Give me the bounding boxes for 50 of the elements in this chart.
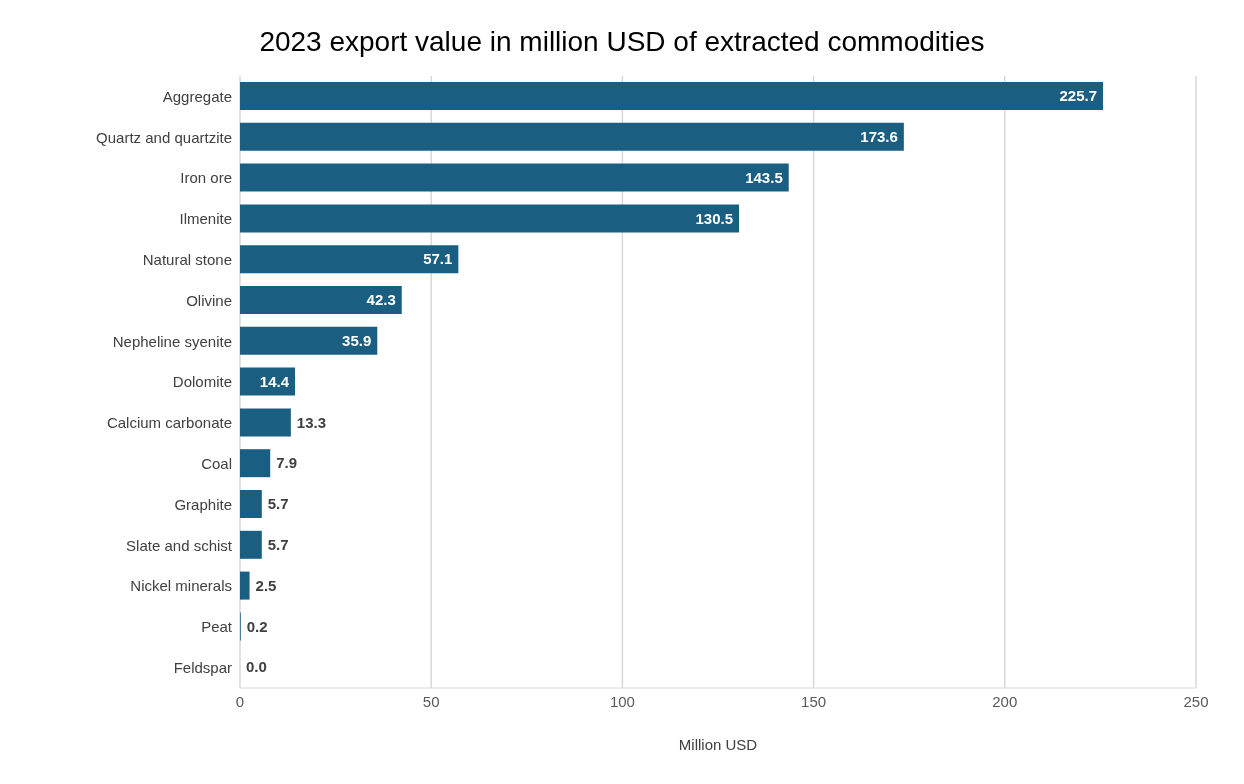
- bar: [240, 286, 402, 314]
- y-tick-label: Olivine: [186, 291, 232, 309]
- x-tick-label: 0: [235, 692, 245, 710]
- data-label: 0.2: [246, 617, 268, 635]
- bar: [240, 408, 291, 437]
- y-tick-label: Feldspar: [173, 658, 232, 676]
- bar: [240, 571, 250, 600]
- data-label: 225.7: [1059, 87, 1098, 105]
- x-tick-label: 200: [992, 692, 1018, 710]
- chart-title: 2023 export value in million USD of extracted commodities: [258, 25, 986, 59]
- y-tick-label: Nickel minerals: [130, 577, 232, 595]
- data-label: 130.5: [695, 209, 734, 227]
- data-label: 5.7: [267, 536, 289, 554]
- data-label: 5.7: [267, 495, 289, 513]
- data-label: 173.6: [860, 128, 898, 146]
- data-label: 143.5: [745, 168, 783, 186]
- y-tick-label: Aggregate: [162, 87, 232, 105]
- x-tick-label: 50: [422, 692, 440, 710]
- data-label: 14.4: [259, 372, 290, 390]
- x-tick-label: 100: [609, 692, 635, 710]
- y-tick-label: Natural stone: [142, 250, 232, 268]
- data-label: 42.3: [366, 291, 396, 309]
- y-tick-label: Peat: [201, 618, 233, 636]
- bar: [240, 204, 740, 233]
- y-tick-label: Graphite: [174, 495, 232, 513]
- y-tick-label: Dolomite: [172, 373, 232, 391]
- y-tick-label: Quartz and quartzite: [96, 128, 232, 146]
- bar: [240, 530, 262, 559]
- x-axis-title: Million USD: [678, 736, 758, 753]
- data-label: 0.0: [246, 658, 267, 676]
- x-tick-label: 150: [801, 692, 827, 710]
- data-label: 57.1: [423, 250, 453, 268]
- y-tick-label: Iron ore: [180, 169, 232, 187]
- y-tick-label: Coal: [201, 454, 232, 472]
- y-tick-label: Nepheline syenite: [112, 332, 232, 350]
- bar: [240, 82, 1104, 110]
- bar: [240, 163, 789, 192]
- y-tick-label: Slate and schist: [126, 536, 233, 554]
- bar: [240, 326, 378, 355]
- data-label: 7.9: [276, 454, 298, 472]
- data-label: 2.5: [255, 576, 277, 594]
- bar: [240, 490, 262, 518]
- bar: [240, 245, 459, 274]
- bar: [240, 449, 271, 478]
- x-tick-label: 250: [1183, 692, 1209, 710]
- data-label: 35.9: [342, 332, 372, 350]
- data-label: 13.3: [296, 413, 327, 431]
- y-tick-label: Ilmenite: [179, 210, 232, 228]
- bar: [240, 122, 904, 151]
- y-tick-label: Calcium carbonate: [106, 414, 232, 432]
